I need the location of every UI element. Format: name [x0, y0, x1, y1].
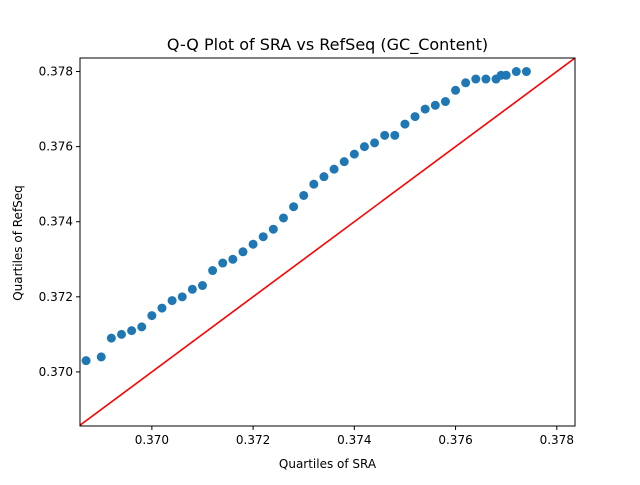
- x-tick-label: 0.370: [135, 433, 169, 447]
- data-point: [451, 85, 461, 95]
- data-point: [359, 142, 369, 152]
- data-point: [167, 296, 177, 306]
- data-point: [440, 97, 450, 107]
- data-point: [349, 149, 359, 159]
- data-point: [187, 284, 197, 294]
- y-tick-label: 0.378: [39, 65, 73, 79]
- chart-title: Q-Q Plot of SRA vs RefSeq (GC_Content): [167, 35, 488, 55]
- data-point: [96, 352, 106, 362]
- y-axis-label: Quartiles of RefSeq: [11, 185, 25, 301]
- data-point: [339, 157, 349, 167]
- data-point: [329, 164, 339, 174]
- data-point: [410, 112, 420, 122]
- data-point: [309, 179, 319, 189]
- data-point: [501, 70, 511, 80]
- data-point: [208, 266, 218, 276]
- data-point: [106, 333, 116, 343]
- data-point: [81, 356, 91, 366]
- data-point: [218, 258, 228, 268]
- data-point: [127, 326, 137, 336]
- data-point: [268, 224, 278, 234]
- data-point: [147, 311, 157, 321]
- data-point: [177, 292, 187, 302]
- data-point: [157, 303, 167, 313]
- data-point: [420, 104, 430, 114]
- y-tick-label: 0.376: [39, 140, 73, 154]
- data-point: [137, 322, 147, 332]
- y-tick-label: 0.372: [39, 290, 73, 304]
- data-point: [471, 74, 481, 84]
- reference-line: [80, 58, 575, 426]
- data-point: [197, 281, 207, 291]
- data-point: [461, 78, 471, 88]
- data-point: [481, 74, 491, 84]
- x-tick-label: 0.374: [337, 433, 371, 447]
- data-point: [248, 239, 258, 249]
- data-point: [117, 329, 126, 339]
- data-point: [511, 67, 521, 77]
- data-point: [299, 190, 309, 200]
- data-point: [430, 100, 440, 110]
- y-tick-label: 0.370: [39, 365, 73, 379]
- data-point: [258, 232, 268, 242]
- data-point: [380, 130, 390, 140]
- data-point: [521, 67, 531, 77]
- data-point: [390, 130, 400, 140]
- data-point: [238, 247, 248, 257]
- data-point: [319, 172, 329, 182]
- data-point: [278, 213, 288, 223]
- plot-frame: [79, 57, 576, 427]
- data-point: [289, 202, 299, 212]
- x-axis-label: Quartiles of SRA: [279, 457, 377, 471]
- data-point: [228, 254, 238, 264]
- data-point: [370, 138, 380, 148]
- x-tick-label: 0.378: [540, 433, 574, 447]
- y-tick-label: 0.374: [39, 215, 73, 229]
- x-tick-label: 0.376: [438, 433, 472, 447]
- data-point: [400, 119, 410, 129]
- x-tick-label: 0.372: [236, 433, 270, 447]
